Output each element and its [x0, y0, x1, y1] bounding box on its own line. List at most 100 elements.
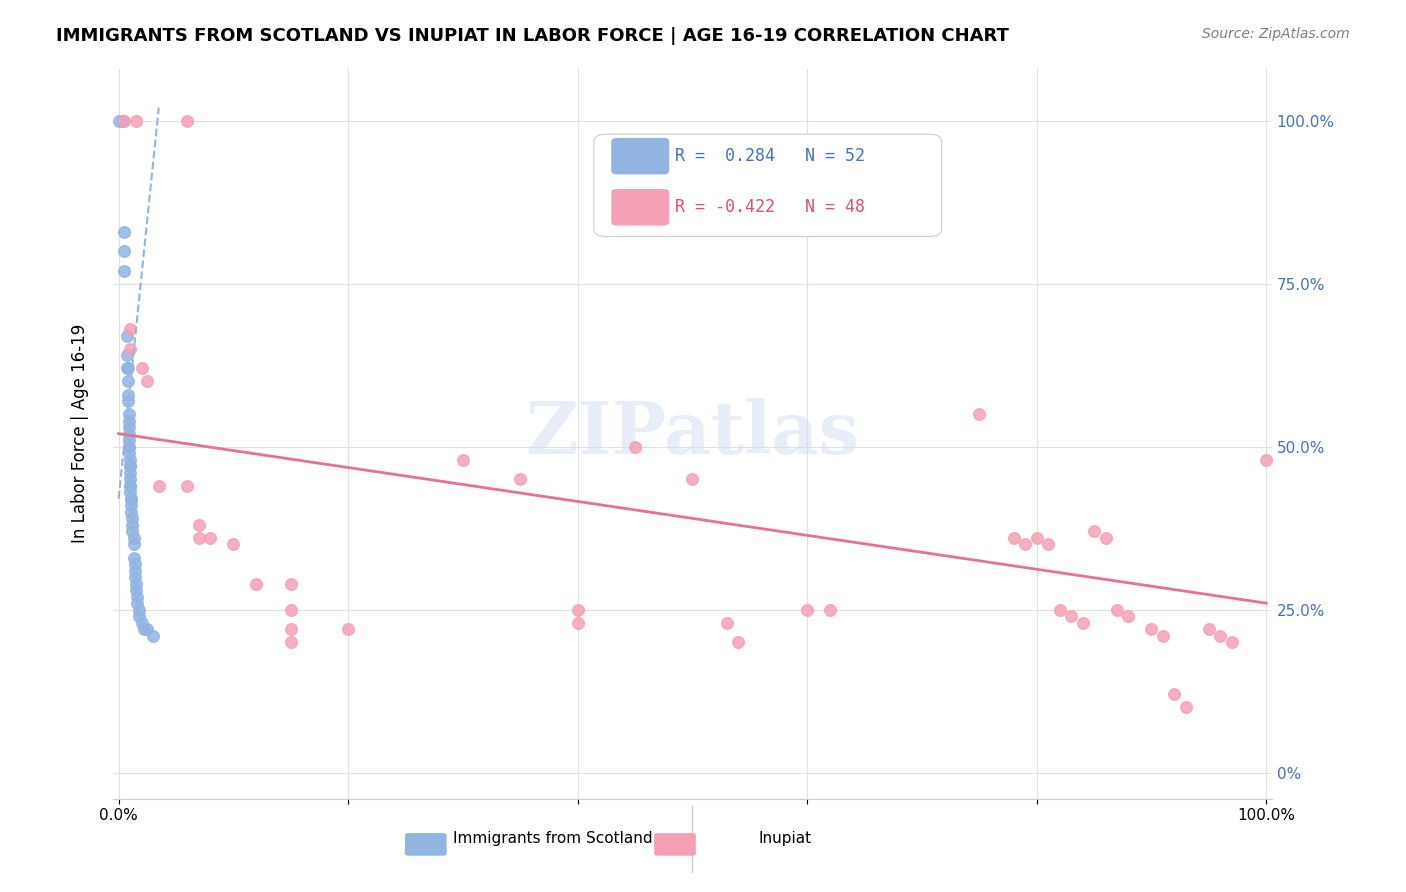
Point	[120, 485, 142, 500]
Point	[120, 491, 142, 506]
Point	[1002, 531, 1025, 545]
Point	[120, 322, 142, 336]
Point	[120, 342, 142, 356]
Point	[131, 361, 153, 376]
Point	[567, 615, 589, 630]
Point	[125, 596, 148, 610]
Point	[176, 113, 198, 128]
Point	[187, 517, 209, 532]
Point	[120, 466, 142, 480]
Point	[818, 602, 841, 616]
Point	[1036, 537, 1059, 551]
Point	[118, 407, 141, 421]
Text: R = -0.422   N = 48: R = -0.422 N = 48	[675, 198, 865, 216]
Point	[1198, 622, 1220, 636]
Point	[118, 446, 141, 460]
Point	[117, 387, 139, 401]
Point	[128, 609, 150, 624]
Point	[280, 576, 302, 591]
Point	[118, 433, 141, 447]
Point	[121, 511, 143, 525]
Point	[120, 499, 142, 513]
Point	[128, 602, 150, 616]
Point	[716, 615, 738, 630]
FancyBboxPatch shape	[593, 134, 942, 236]
Point	[1163, 688, 1185, 702]
Point	[1140, 622, 1163, 636]
Point	[118, 420, 141, 434]
Point	[280, 602, 302, 616]
Point	[124, 557, 146, 571]
Point	[112, 113, 135, 128]
Point	[118, 426, 141, 441]
Point	[120, 459, 142, 474]
Point	[624, 440, 647, 454]
Point	[1152, 629, 1174, 643]
Point	[1174, 700, 1197, 714]
Point	[112, 244, 135, 258]
Point	[136, 375, 159, 389]
FancyBboxPatch shape	[654, 833, 696, 855]
Point	[121, 517, 143, 532]
Point	[1209, 629, 1232, 643]
Point	[1060, 609, 1083, 624]
Point	[280, 635, 302, 649]
Point	[121, 524, 143, 539]
Point	[132, 622, 155, 636]
Point	[120, 479, 142, 493]
Point	[1014, 537, 1036, 551]
Text: ZIPatlas: ZIPatlas	[526, 398, 859, 469]
Y-axis label: In Labor Force | Age 16-19: In Labor Force | Age 16-19	[72, 324, 89, 543]
Point	[120, 472, 142, 486]
Point	[120, 491, 142, 506]
Point	[280, 622, 302, 636]
Point	[967, 407, 990, 421]
Point	[118, 414, 141, 428]
Point	[1049, 602, 1071, 616]
Point	[727, 635, 749, 649]
Text: Inupiat: Inupiat	[758, 830, 811, 846]
Point	[1094, 531, 1116, 545]
Point	[122, 537, 145, 551]
Text: Source: ZipAtlas.com: Source: ZipAtlas.com	[1202, 27, 1350, 41]
Point	[122, 550, 145, 565]
Point	[124, 570, 146, 584]
Point	[136, 622, 159, 636]
FancyBboxPatch shape	[612, 189, 669, 226]
Point	[125, 113, 148, 128]
Text: IMMIGRANTS FROM SCOTLAND VS INUPIAT IN LABOR FORCE | AGE 16-19 CORRELATION CHART: IMMIGRANTS FROM SCOTLAND VS INUPIAT IN L…	[56, 27, 1010, 45]
Point	[451, 452, 474, 467]
Point	[1071, 615, 1094, 630]
Point	[115, 361, 138, 376]
Point	[117, 361, 139, 376]
Point	[1118, 609, 1140, 624]
Point	[120, 479, 142, 493]
Point	[142, 629, 165, 643]
Point	[911, 211, 934, 226]
Point	[1083, 524, 1105, 539]
Point	[117, 394, 139, 409]
Point	[187, 531, 209, 545]
Point	[337, 622, 360, 636]
Point	[1256, 452, 1278, 467]
Point	[131, 615, 153, 630]
Point	[120, 505, 142, 519]
Point	[112, 113, 135, 128]
Text: R =  0.284   N = 52: R = 0.284 N = 52	[675, 147, 865, 165]
Point	[222, 537, 245, 551]
Point	[148, 479, 170, 493]
Point	[200, 531, 222, 545]
Point	[176, 479, 198, 493]
Point	[107, 113, 129, 128]
Point	[112, 263, 135, 277]
Point	[1105, 602, 1128, 616]
Text: Immigrants from Scotland: Immigrants from Scotland	[454, 830, 654, 846]
Point	[120, 452, 142, 467]
Point	[125, 590, 148, 604]
Point	[124, 564, 146, 578]
Point	[115, 348, 138, 362]
Point	[118, 440, 141, 454]
Point	[796, 602, 818, 616]
Point	[122, 531, 145, 545]
Point	[1220, 635, 1243, 649]
